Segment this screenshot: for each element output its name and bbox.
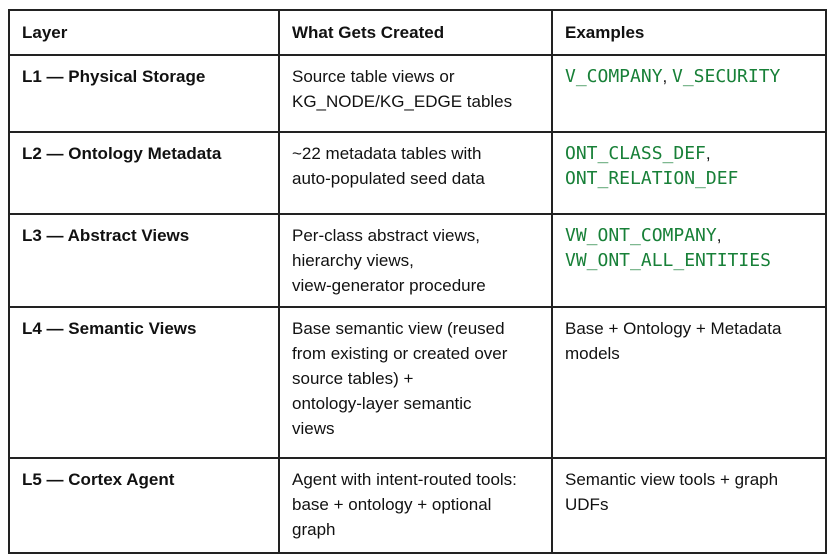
l3-layer-cell: L3 — Abstract Views — [8, 213, 280, 308]
l1-layer-cell: L1 — Physical Storage — [8, 54, 280, 133]
code-identifier: ONT_CLASS_DEF — [565, 143, 706, 164]
l3-created-cell: Per-class abstract views, hierarchy view… — [278, 213, 553, 308]
table-row-l4: L4 — Semantic Views Base semantic view (… — [8, 306, 827, 459]
code-identifier: VW_ONT_ALL_ENTITIES — [565, 250, 771, 271]
table-row-l1: L1 — Physical Storage Source table views… — [8, 54, 827, 133]
l4-layer-cell: L4 — Semantic Views — [8, 306, 280, 459]
code-identifier: V_SECURITY — [672, 66, 781, 87]
table-row-l3: L3 — Abstract Views Per-class abstract v… — [8, 213, 827, 308]
l3-examples-cell: VW_ONT_COMPANY, VW_ONT_ALL_ENTITIES — [551, 213, 827, 308]
examples-text: Semantic view tools + graph UDFs — [565, 470, 779, 514]
l4-created-cell: Base semantic view (reused from existing… — [278, 306, 553, 459]
l4-examples-cell: Base + Ontology + Metadata models — [551, 306, 827, 459]
code-identifier: V_COMPANY — [565, 66, 663, 87]
table-row-l2: L2 — Ontology Metadata ~22 metadata tabl… — [8, 131, 827, 215]
l5-examples-cell: Semantic view tools + graph UDFs — [551, 457, 827, 554]
separator-text: , — [662, 67, 672, 86]
layers-table: Layer What Gets Created Examples L1 — Ph… — [8, 9, 827, 554]
code-identifier: ONT_RELATION_DEF — [565, 168, 739, 189]
l1-created-cell: Source table views or KG_NODE/KG_EDGE ta… — [278, 54, 553, 133]
separator-text: , — [705, 144, 711, 163]
code-identifier: VW_ONT_COMPANY — [565, 225, 717, 246]
table-header-row: Layer What Gets Created Examples — [8, 9, 827, 56]
separator-text: , — [716, 226, 722, 245]
table-row-l5: L5 — Cortex Agent Agent with intent-rout… — [8, 457, 827, 554]
column-header-layer: Layer — [8, 9, 280, 56]
l5-created-cell: Agent with intent-routed tools: base + o… — [278, 457, 553, 554]
l2-layer-cell: L2 — Ontology Metadata — [8, 131, 280, 215]
l1-examples-cell: V_COMPANY, V_SECURITY — [551, 54, 827, 133]
column-header-what-gets-created: What Gets Created — [278, 9, 553, 56]
l2-examples-cell: ONT_CLASS_DEF, ONT_RELATION_DEF — [551, 131, 827, 215]
l5-layer-cell: L5 — Cortex Agent — [8, 457, 280, 554]
column-header-examples: Examples — [551, 9, 827, 56]
examples-text: Base + Ontology + Metadata models — [565, 319, 782, 363]
l2-created-cell: ~22 metadata tables with auto-populated … — [278, 131, 553, 215]
